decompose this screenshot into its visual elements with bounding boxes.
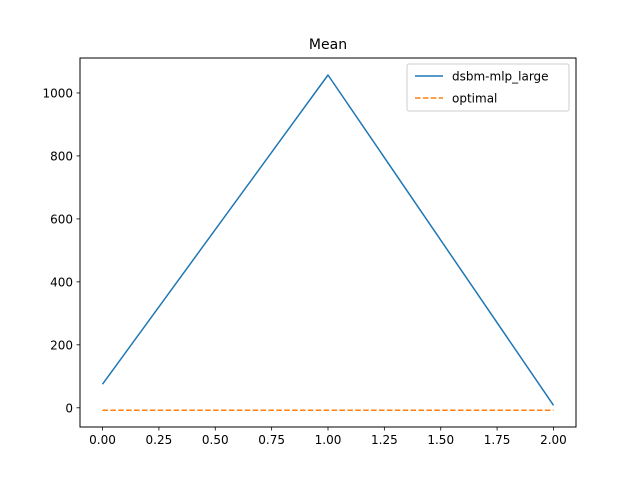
y-tick-label: 1000 <box>42 86 73 100</box>
series-layer <box>101 74 555 412</box>
y-tick-label: 400 <box>50 275 73 289</box>
y-tick-label: 600 <box>50 212 73 226</box>
y-tick-label: 200 <box>50 338 73 352</box>
x-tick-label: 0.25 <box>146 433 173 447</box>
y-tick-label: 0 <box>65 401 73 415</box>
plot-frame <box>79 57 577 428</box>
legend-label: optimal <box>452 92 497 106</box>
x-tick-label: 1.00 <box>315 433 342 447</box>
y-tick-label: 800 <box>50 149 73 163</box>
x-axis: 0.00 0.25 0.50 0.75 1.00 1.25 1.50 1.75 2.00 <box>89 427 567 447</box>
chart-title: Mean <box>309 37 347 53</box>
x-tick-label: 1.50 <box>427 433 454 447</box>
legend-label: dsbm-mlp_large <box>452 70 549 84</box>
x-tick-label: 1.75 <box>484 433 511 447</box>
y-axis: 0 200 400 600 800 1000 <box>42 86 80 415</box>
x-tick-label: 0.00 <box>89 433 116 447</box>
legend-box <box>406 63 570 112</box>
series-line-dsbm-mlp-large <box>101 74 555 406</box>
x-tick-label: 0.50 <box>202 433 229 447</box>
x-tick-label: 1.25 <box>371 433 398 447</box>
x-tick-label: 0.75 <box>258 433 285 447</box>
x-tick-label: 2.00 <box>540 433 567 447</box>
